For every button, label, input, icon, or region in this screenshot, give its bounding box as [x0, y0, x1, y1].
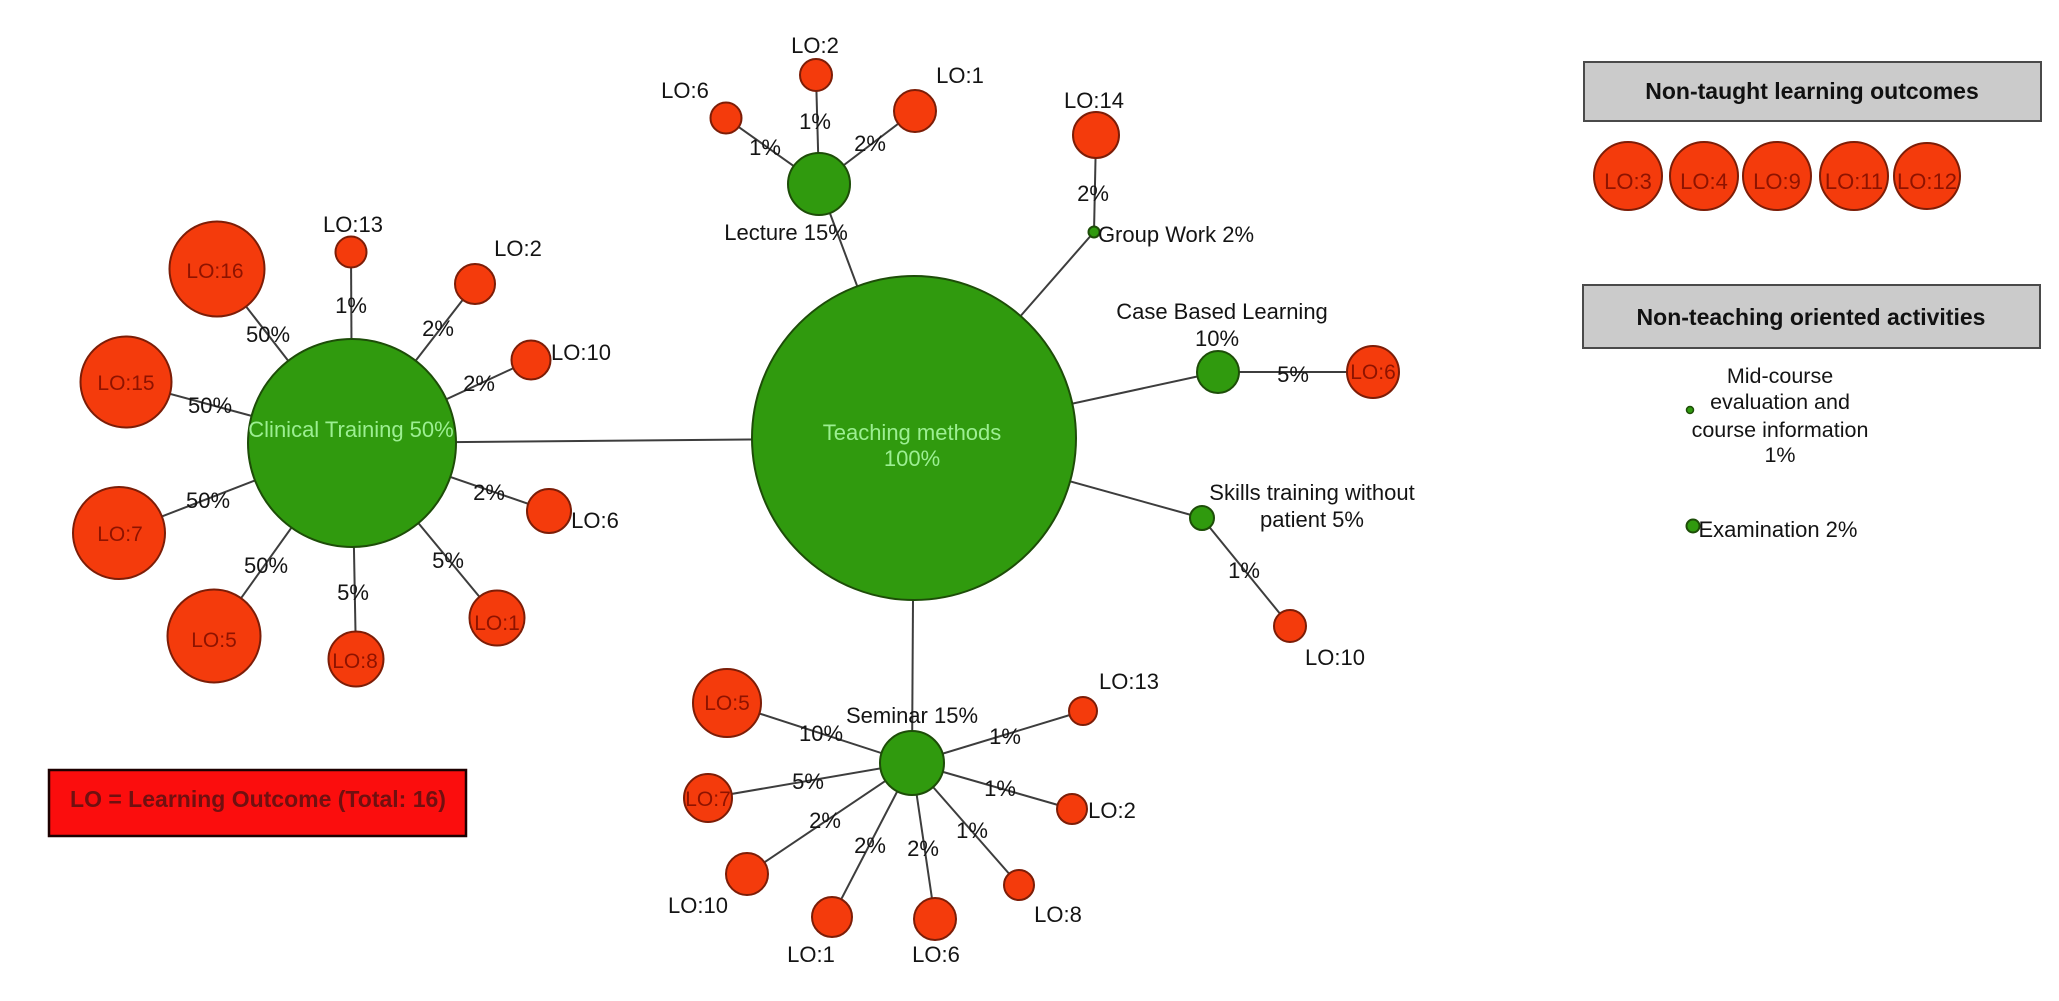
svg-text:LO:10: LO:10 — [668, 893, 728, 918]
svg-text:5%: 5% — [337, 580, 369, 605]
svg-text:LO:13: LO:13 — [323, 212, 383, 237]
svg-text:LO:5: LO:5 — [191, 629, 237, 652]
svg-text:2%: 2% — [854, 131, 886, 156]
svg-text:LO:8: LO:8 — [1034, 902, 1082, 927]
svg-text:Teaching methods: Teaching methods — [823, 420, 1002, 445]
svg-text:LO:6: LO:6 — [1350, 361, 1396, 384]
svg-text:LO:4: LO:4 — [1680, 169, 1728, 194]
svg-text:1%: 1% — [1764, 443, 1795, 467]
svg-text:LO:11: LO:11 — [1825, 169, 1883, 194]
svg-text:LO:13: LO:13 — [1099, 669, 1159, 694]
svg-text:Skills training without: Skills training without — [1209, 480, 1414, 505]
svg-text:LO:15: LO:15 — [97, 372, 154, 395]
svg-text:evaluation and: evaluation and — [1710, 390, 1850, 414]
svg-text:1%: 1% — [956, 818, 988, 843]
svg-text:100%: 100% — [884, 446, 940, 471]
svg-text:LO:2: LO:2 — [791, 33, 839, 58]
svg-text:2%: 2% — [809, 808, 841, 833]
svg-text:10%: 10% — [1195, 326, 1239, 351]
svg-text:5%: 5% — [1277, 362, 1309, 387]
svg-text:Group Work 2%: Group Work 2% — [1098, 222, 1254, 247]
svg-text:5%: 5% — [792, 769, 824, 794]
svg-text:1%: 1% — [749, 135, 781, 160]
svg-text:50%: 50% — [186, 488, 230, 513]
svg-text:50%: 50% — [246, 322, 290, 347]
svg-text:1%: 1% — [799, 109, 831, 134]
svg-text:2%: 2% — [473, 480, 505, 505]
svg-text:LO:2: LO:2 — [494, 236, 542, 261]
svg-text:Lecture 15%: Lecture 15% — [724, 220, 848, 245]
svg-text:LO:8: LO:8 — [332, 650, 378, 673]
svg-text:Examination 2%: Examination 2% — [1699, 517, 1858, 542]
svg-text:LO:14: LO:14 — [1064, 88, 1124, 113]
svg-text:1%: 1% — [335, 293, 367, 318]
svg-text:1%: 1% — [989, 724, 1021, 749]
svg-text:2%: 2% — [907, 836, 939, 861]
svg-text:1%: 1% — [1228, 558, 1260, 583]
svg-text:2%: 2% — [422, 316, 454, 341]
svg-text:patient 5%: patient 5% — [1260, 507, 1364, 532]
svg-text:2%: 2% — [854, 833, 886, 858]
svg-text:LO:6: LO:6 — [912, 942, 960, 967]
svg-text:2%: 2% — [463, 371, 495, 396]
svg-text:course information: course information — [1692, 418, 1869, 442]
svg-text:Non-taught learning outcomes: Non-taught learning outcomes — [1645, 78, 1979, 104]
svg-text:10%: 10% — [799, 721, 843, 746]
svg-text:Seminar 15%: Seminar 15% — [846, 703, 978, 728]
svg-text:LO:6: LO:6 — [571, 508, 619, 533]
svg-text:LO:10: LO:10 — [1305, 645, 1365, 670]
svg-text:50%: 50% — [244, 553, 288, 578]
svg-text:LO = Learning Outcome (Total:: LO = Learning Outcome (Total: 16) — [70, 786, 446, 812]
svg-text:2%: 2% — [1077, 181, 1109, 206]
svg-text:LO:10: LO:10 — [551, 340, 611, 365]
svg-text:LO:7: LO:7 — [97, 523, 143, 546]
svg-text:LO:16: LO:16 — [186, 260, 243, 283]
svg-text:LO:3: LO:3 — [1604, 169, 1652, 194]
svg-text:LO:9: LO:9 — [1753, 169, 1801, 194]
svg-text:LO:7: LO:7 — [685, 788, 731, 811]
svg-text:LO:6: LO:6 — [661, 78, 709, 103]
svg-text:Non-teaching oriented activiti: Non-teaching oriented activities — [1637, 304, 1986, 330]
svg-text:LO:12: LO:12 — [1897, 169, 1957, 194]
svg-text:LO:1: LO:1 — [936, 63, 984, 88]
svg-text:Clinical Training 50%: Clinical Training 50% — [248, 417, 453, 442]
svg-text:1%: 1% — [984, 776, 1016, 801]
svg-text:5%: 5% — [432, 548, 464, 573]
svg-text:LO:2: LO:2 — [1088, 798, 1136, 823]
svg-text:LO:1: LO:1 — [787, 942, 835, 967]
svg-text:LO:5: LO:5 — [704, 692, 750, 715]
svg-text:Case Based Learning: Case Based Learning — [1116, 299, 1328, 324]
svg-text:Mid-course: Mid-course — [1727, 364, 1833, 388]
svg-text:50%: 50% — [188, 393, 232, 418]
svg-text:LO:1: LO:1 — [474, 612, 520, 635]
